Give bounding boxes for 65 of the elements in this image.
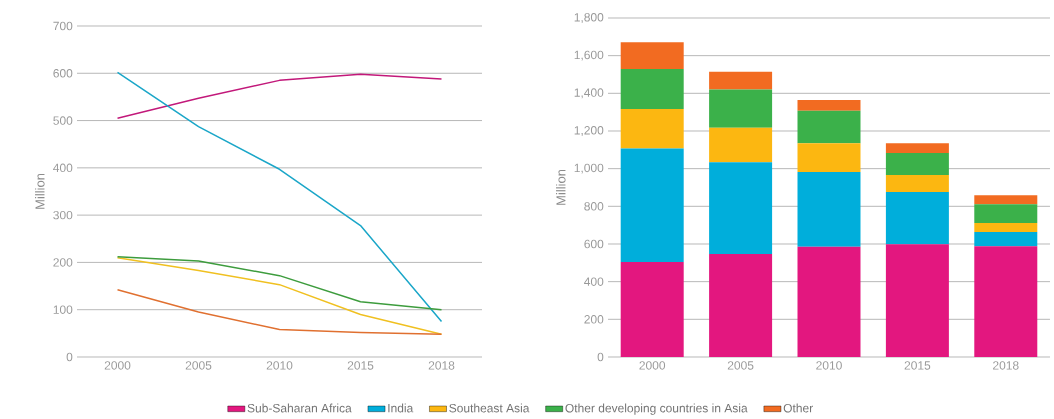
bar (709, 253, 773, 357)
bar (797, 143, 861, 173)
x-tick-label: 2010 (266, 361, 293, 370)
bar (885, 153, 949, 176)
x-tick-label: 2005 (185, 361, 212, 370)
bar (709, 127, 773, 163)
legend-label: Other (783, 403, 813, 413)
bar (974, 204, 1038, 224)
legend-label: India (388, 403, 414, 413)
y-tick-label: 0 (597, 352, 604, 362)
x-tick-label: 2005 (727, 361, 754, 370)
line-series (116, 71, 443, 323)
y-tick-label: 800 (584, 202, 604, 211)
x-tick-label: 2018 (993, 361, 1019, 370)
y-tick-label: 1,000 (574, 163, 604, 174)
legend-label: Sub-Saharan Africa (247, 403, 352, 413)
y-tick-label: 1,800 (574, 13, 604, 23)
y-tick-label: 700 (53, 21, 73, 31)
legend-label: Southeast Asia (449, 403, 530, 413)
y-tick-label: 200 (53, 258, 73, 267)
bar (797, 110, 861, 144)
bar (797, 172, 861, 247)
bar (797, 246, 861, 357)
x-tick-label: 2010 (816, 361, 842, 370)
y-tick-label: 100 (53, 305, 73, 314)
bar (885, 175, 949, 193)
line-series (116, 256, 443, 336)
y-tick-label: 1,600 (574, 50, 604, 61)
y-tick-label: 200 (584, 315, 604, 324)
x-tick-label: 2015 (347, 361, 374, 370)
bar (974, 223, 1038, 233)
bar (620, 261, 684, 357)
y-tick-label: 1,200 (574, 126, 604, 136)
bar (709, 89, 773, 128)
line-series (116, 289, 443, 336)
bar (974, 195, 1038, 205)
bar (620, 42, 684, 70)
y-tick-label: 300 (53, 210, 73, 220)
y-tick-label: 1,400 (574, 88, 604, 99)
x-tick-label: 2000 (639, 361, 666, 370)
bar (974, 246, 1038, 357)
y-tick-label: 400 (584, 277, 604, 286)
y-tick-label: 400 (53, 163, 73, 173)
y-tick-label: 500 (53, 116, 73, 125)
y-tick-label: 0 (66, 352, 73, 362)
bar (709, 71, 773, 90)
bar (797, 99, 861, 111)
bar (620, 148, 684, 262)
bar (709, 162, 773, 254)
line-series (116, 73, 443, 119)
x-tick-label: 2015 (904, 361, 931, 370)
y-axis-title: Million (35, 173, 45, 209)
bar (974, 232, 1038, 247)
legend-label: Other developing countries in Asia (565, 403, 748, 415)
y-axis-title: Million (556, 169, 566, 205)
line-series (116, 255, 443, 311)
x-tick-label: 2000 (104, 361, 131, 370)
y-tick-label: 600 (53, 69, 73, 78)
bar (885, 244, 949, 357)
y-tick-label: 600 (584, 239, 604, 249)
bar (620, 108, 684, 149)
x-tick-label: 2018 (428, 361, 455, 370)
bar (885, 143, 949, 154)
bar (620, 69, 684, 109)
bar (885, 192, 949, 245)
